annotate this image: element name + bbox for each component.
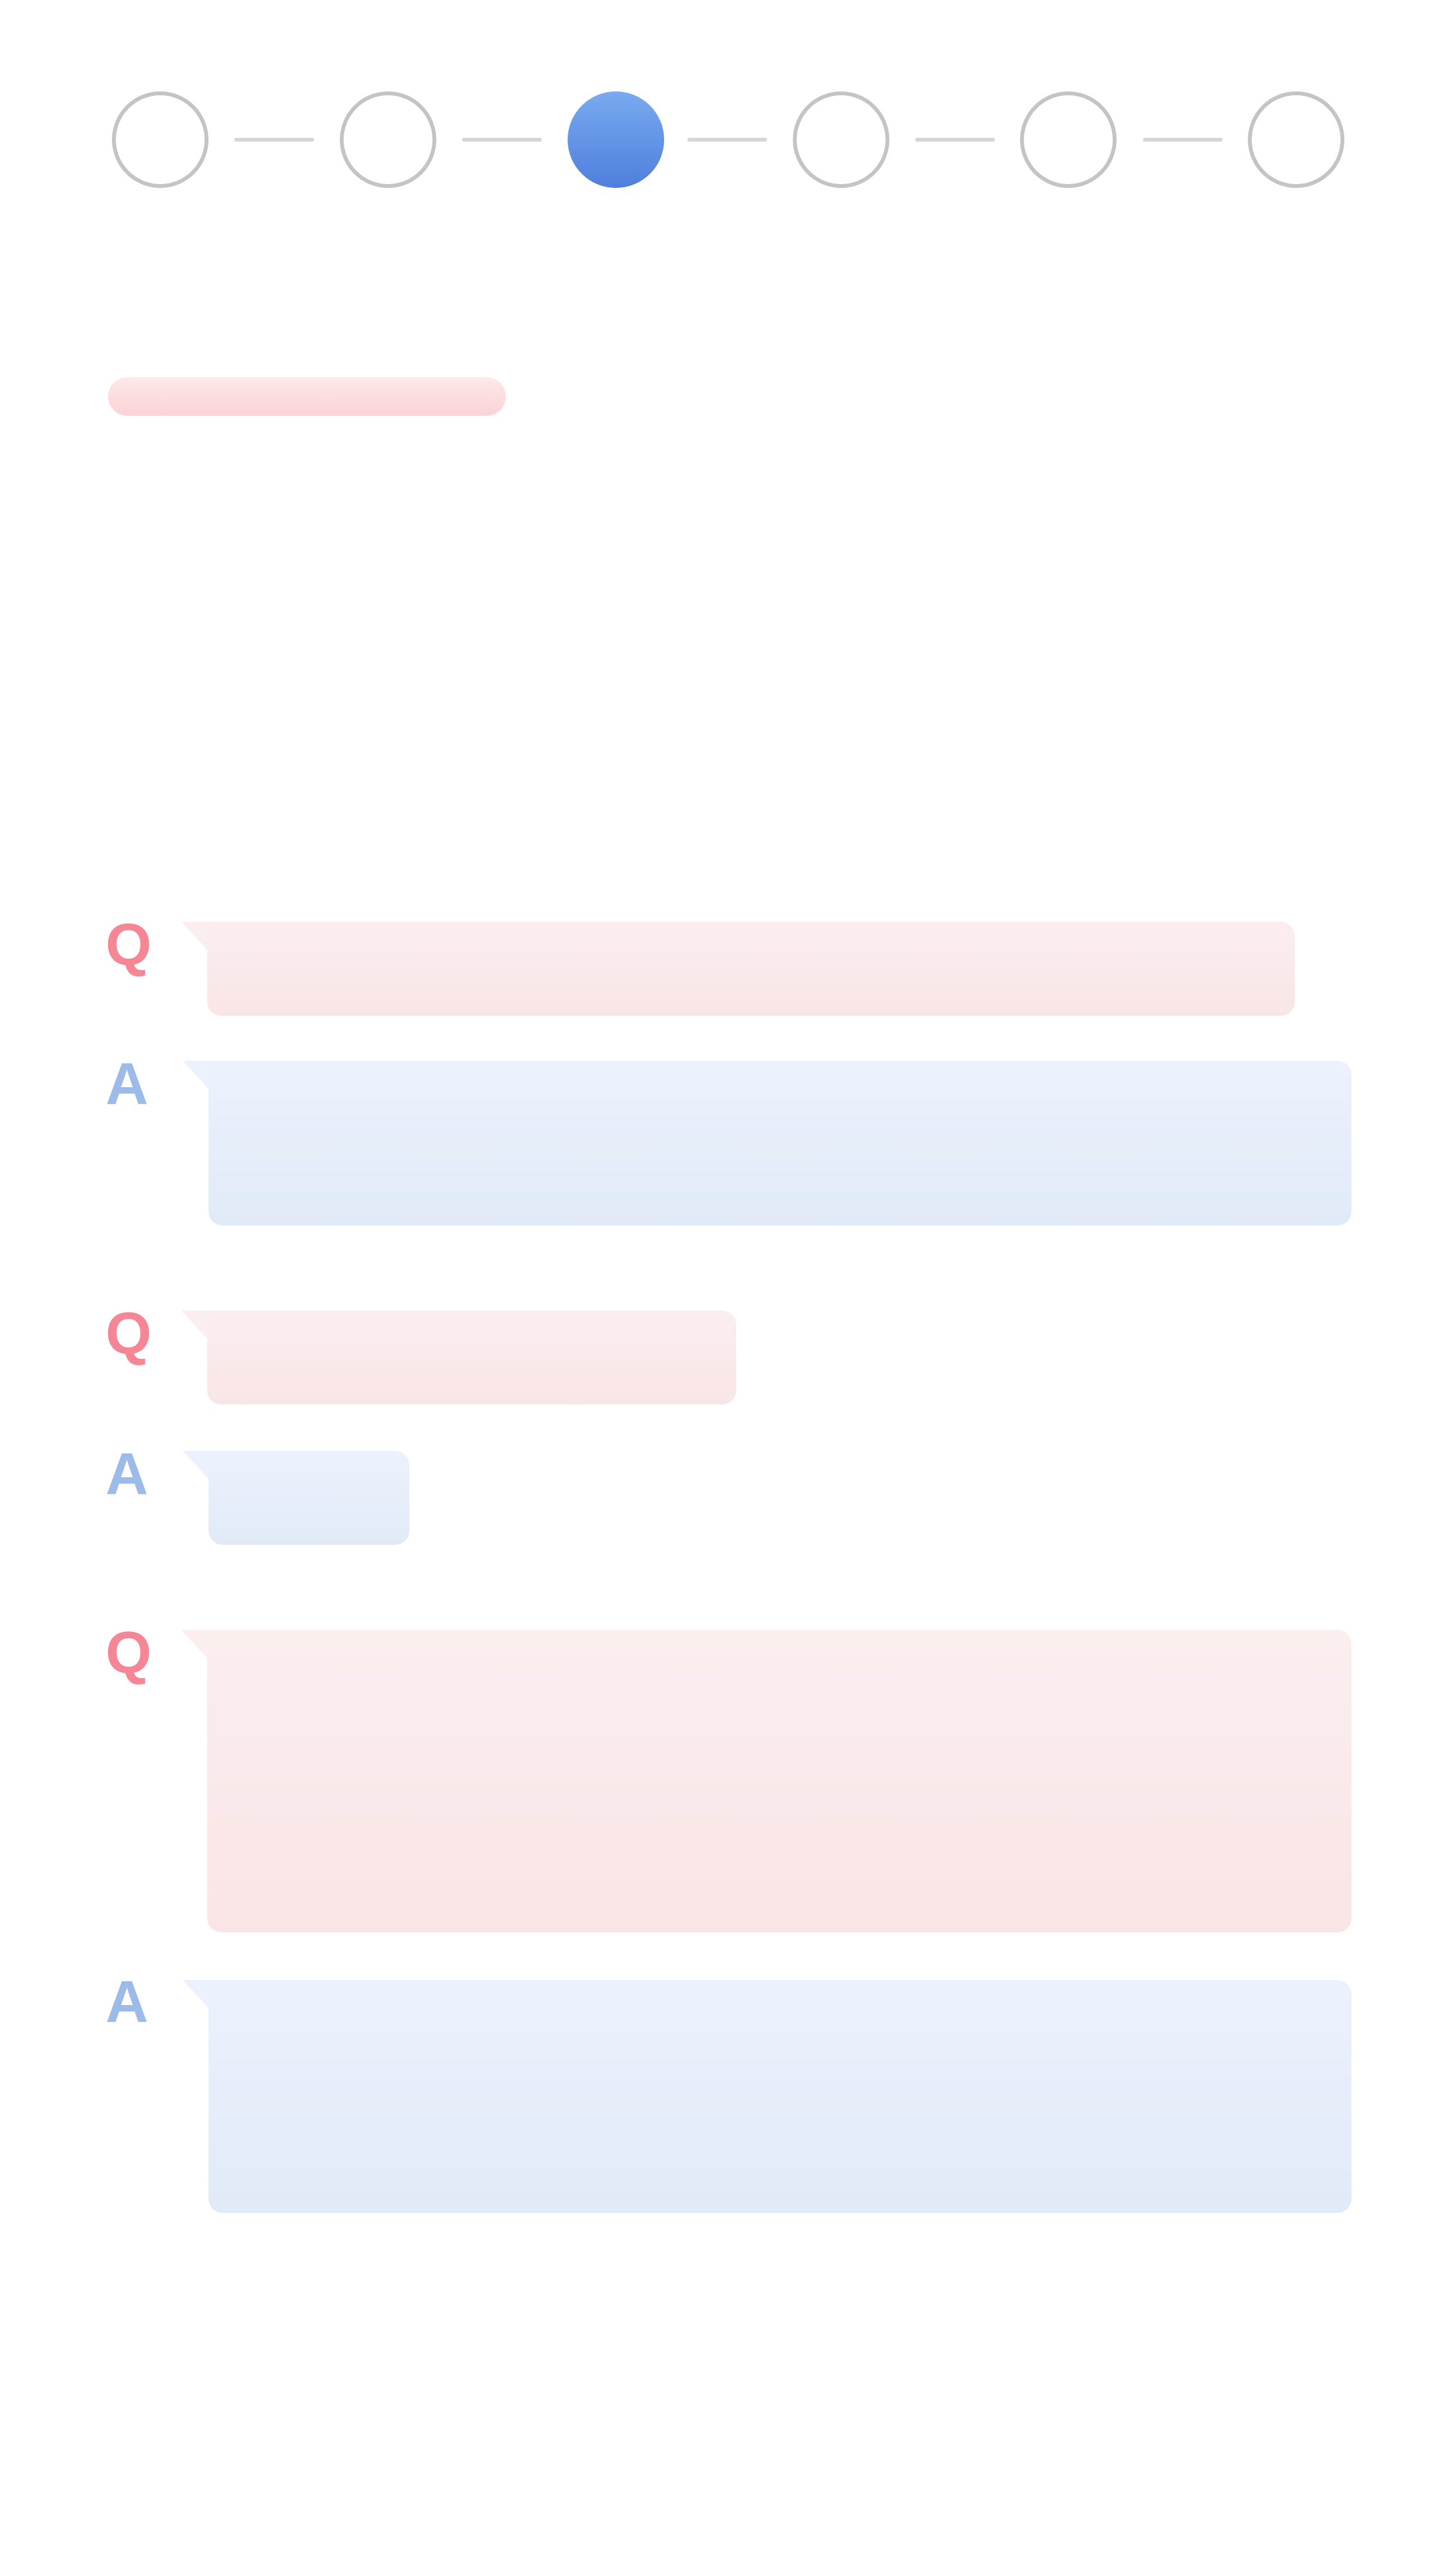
step-connector — [915, 138, 995, 142]
answer-label: A — [106, 1441, 149, 1507]
answer-label: A — [106, 1969, 149, 2035]
question-label: Q — [106, 1620, 152, 1686]
answer-bubble — [183, 1980, 1351, 2213]
step-1[interactable] — [112, 91, 209, 188]
question-label: Q — [106, 1301, 152, 1367]
question-label: Q — [106, 912, 152, 978]
step-3-current[interactable] — [568, 91, 664, 188]
question-bubble — [181, 922, 1295, 1016]
question-bubble — [181, 1311, 736, 1405]
step-connector — [1143, 138, 1223, 142]
step-connector — [234, 138, 314, 142]
step-connector — [462, 138, 542, 142]
answer-label: A — [106, 1051, 149, 1117]
answer-bubble — [183, 1061, 1351, 1226]
step-6[interactable] — [1248, 91, 1344, 188]
step-2[interactable] — [340, 91, 436, 188]
progress-stepper — [0, 0, 1448, 193]
question-bubble — [181, 1630, 1351, 1932]
section-title-placeholder — [108, 377, 506, 416]
answer-bubble — [183, 1451, 409, 1545]
step-4[interactable] — [793, 91, 889, 188]
step-connector — [687, 138, 767, 142]
step-5[interactable] — [1020, 91, 1117, 188]
